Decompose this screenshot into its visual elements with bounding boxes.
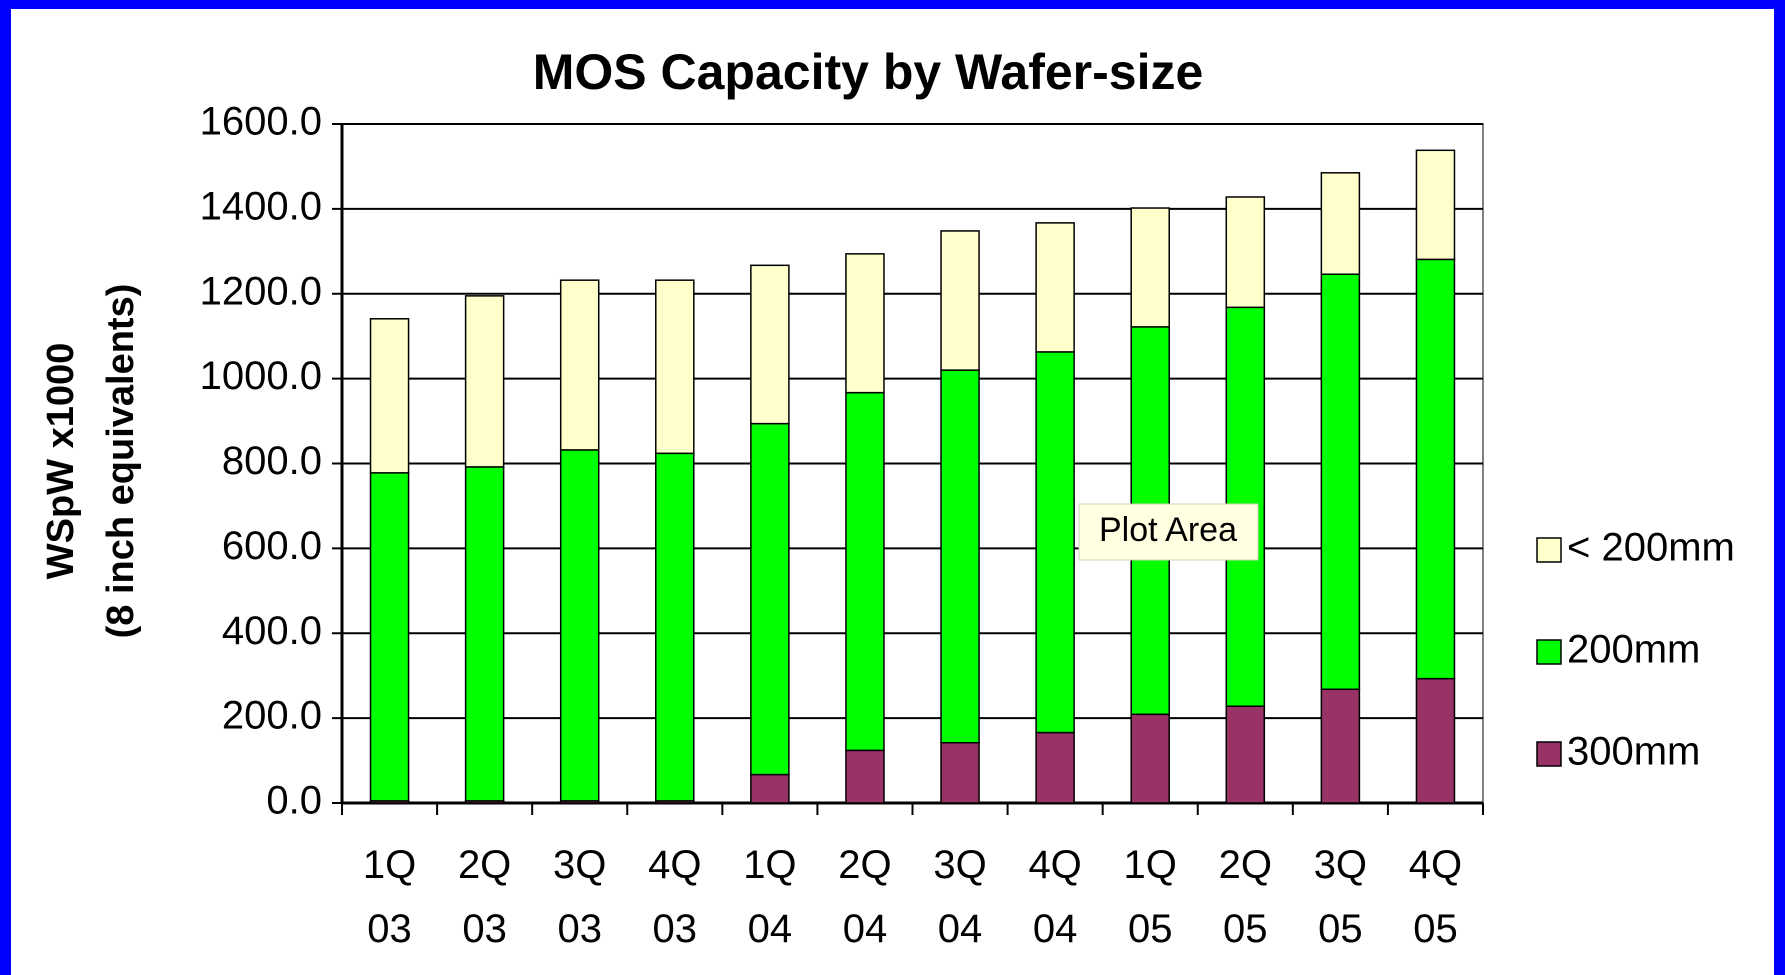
x-tick-label: 4Q 04 [1028,843,1082,951]
tooltip: Plot Area [1078,503,1259,561]
legend-label: < 200mm [1567,526,1735,570]
y-tick-label: 800.0 [222,439,322,483]
y-axis-label: (8 inch equivalents) [100,284,142,639]
tooltip-text: Plot Area [1099,511,1237,549]
x-tick-label: 1Q 03 [362,843,417,951]
bar-segment [1415,149,1456,261]
bar-segment [655,279,695,455]
bar-segment [1320,273,1361,691]
bar-segment [369,318,410,474]
y-tick-label: 0.0 [266,779,322,823]
x-tick-label: 2Q 03 [457,843,512,951]
x-tick-label: 1Q 05 [1123,843,1177,951]
x-tick-label: 2Q 05 [1218,843,1272,951]
x-tick-label: 4Q 05 [1408,843,1463,951]
legend-label: 200mm [1567,628,1700,672]
x-tick-label: 3Q 03 [553,843,607,951]
x-tick-label: 3Q 05 [1313,843,1368,951]
bar-segment [1320,688,1361,804]
bar-segment [1035,222,1075,353]
bar-segment [940,741,980,804]
y-tick-label: 1400.0 [200,184,322,228]
y-tick-label: 600.0 [222,524,322,568]
bar-segment [1225,705,1266,804]
bar-segment [464,466,505,802]
y-tick-label: 1600.0 [200,100,322,144]
x-tick-label: 4Q 03 [648,843,702,951]
bar-segment [1130,713,1170,804]
y-tick-label: 1000.0 [200,354,322,398]
bar-segment [750,422,790,776]
y-tick-label: 400.0 [222,609,322,653]
bar-segment [845,749,885,804]
bar-segment [369,472,410,802]
legend-label: 300mm [1567,730,1700,774]
bar-segment [1225,196,1266,309]
chart-area: MOS Capacity by Wafer-size WSpW x1000 (8… [11,9,1774,975]
bar-segment [559,279,600,451]
bar-segment [1130,207,1170,328]
bar-segment [1415,258,1456,680]
bar-segment [655,452,695,802]
bar-segment [845,391,885,752]
y-axis-label: WSpW x1000 [40,343,82,580]
bar-segment [464,295,505,468]
chart: MOS Capacity by Wafer-size WSpW x1000 (8… [40,44,1735,823]
y-tick-label: 200.0 [222,694,322,738]
bar-segment [1415,677,1456,804]
x-tick-label: 1Q 04 [743,843,797,951]
bar-segment [1320,172,1361,275]
bar-segment [940,369,980,744]
bar-segment [1035,351,1075,734]
tooltip-box [1078,503,1259,561]
bar-segment [845,253,885,394]
bar-segment [750,264,790,425]
y-tick-label: 1200.0 [200,269,322,313]
x-tick-label: 3Q 04 [933,843,987,951]
bar-segment [750,773,790,804]
legend-swatch [1536,741,1562,767]
chart-title: MOS Capacity by Wafer-size [533,44,1204,100]
bar-segment [1035,731,1075,804]
bar-segment [559,449,600,802]
bar-segment [940,230,980,371]
legend-swatch [1536,639,1562,665]
x-tick-label: 2Q 04 [838,843,892,951]
legend-swatch [1536,537,1562,563]
